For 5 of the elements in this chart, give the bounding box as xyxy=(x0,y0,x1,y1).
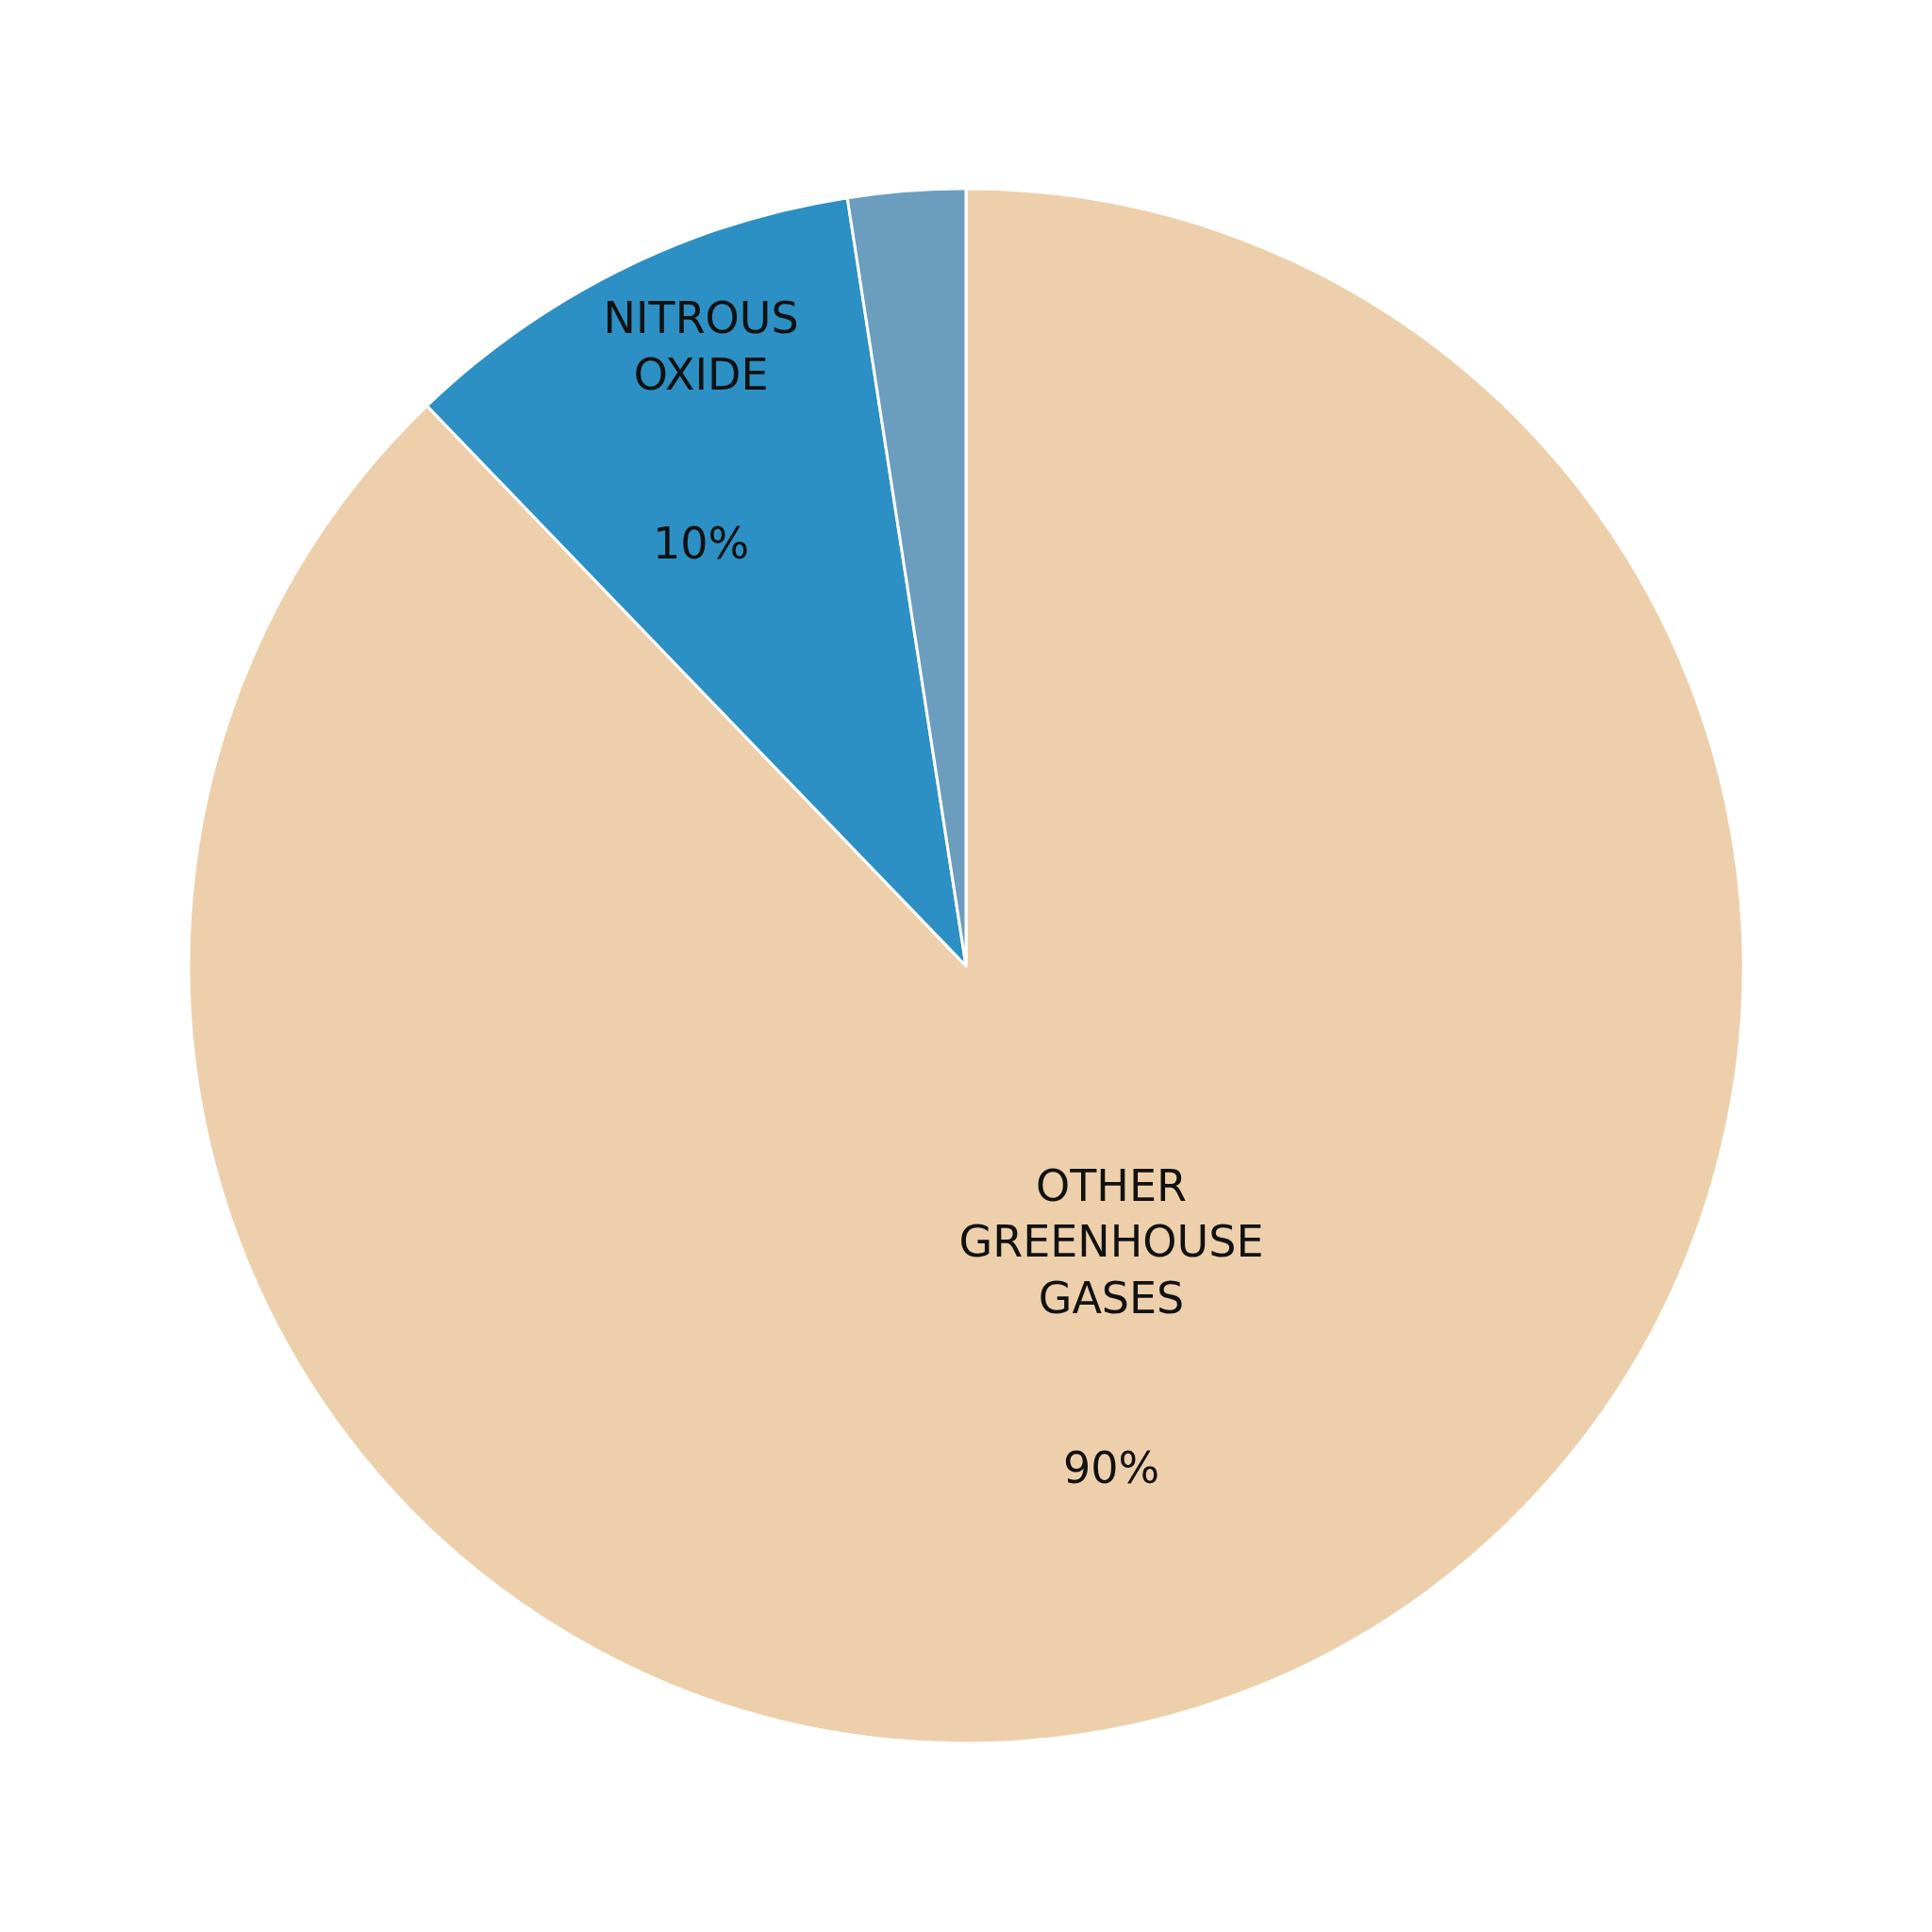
pie-slice xyxy=(188,187,1745,1743)
slice-label: NITROUS OXIDE xyxy=(603,292,799,400)
data-label: 90% xyxy=(1062,1441,1160,1493)
data-label: 10% xyxy=(653,518,750,570)
slice-label: OTHER GREENHOUSE GASES xyxy=(958,1159,1264,1324)
